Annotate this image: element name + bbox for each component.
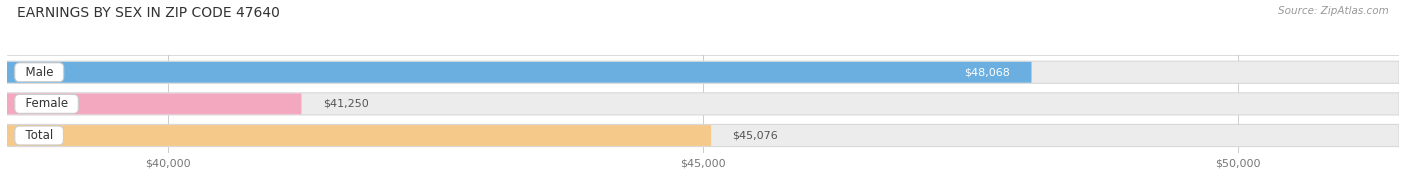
Text: Total: Total <box>18 129 60 142</box>
Text: EARNINGS BY SEX IN ZIP CODE 47640: EARNINGS BY SEX IN ZIP CODE 47640 <box>17 6 280 20</box>
FancyBboxPatch shape <box>7 93 1399 115</box>
FancyBboxPatch shape <box>7 62 1032 83</box>
Text: Source: ZipAtlas.com: Source: ZipAtlas.com <box>1278 6 1389 16</box>
Text: $45,076: $45,076 <box>733 131 779 141</box>
FancyBboxPatch shape <box>7 125 711 146</box>
Text: Male: Male <box>18 66 60 79</box>
Text: Female: Female <box>18 97 76 110</box>
FancyBboxPatch shape <box>7 93 301 114</box>
FancyBboxPatch shape <box>7 124 1399 147</box>
Text: $41,250: $41,250 <box>323 99 368 109</box>
FancyBboxPatch shape <box>7 61 1399 83</box>
Text: $48,068: $48,068 <box>965 67 1010 77</box>
